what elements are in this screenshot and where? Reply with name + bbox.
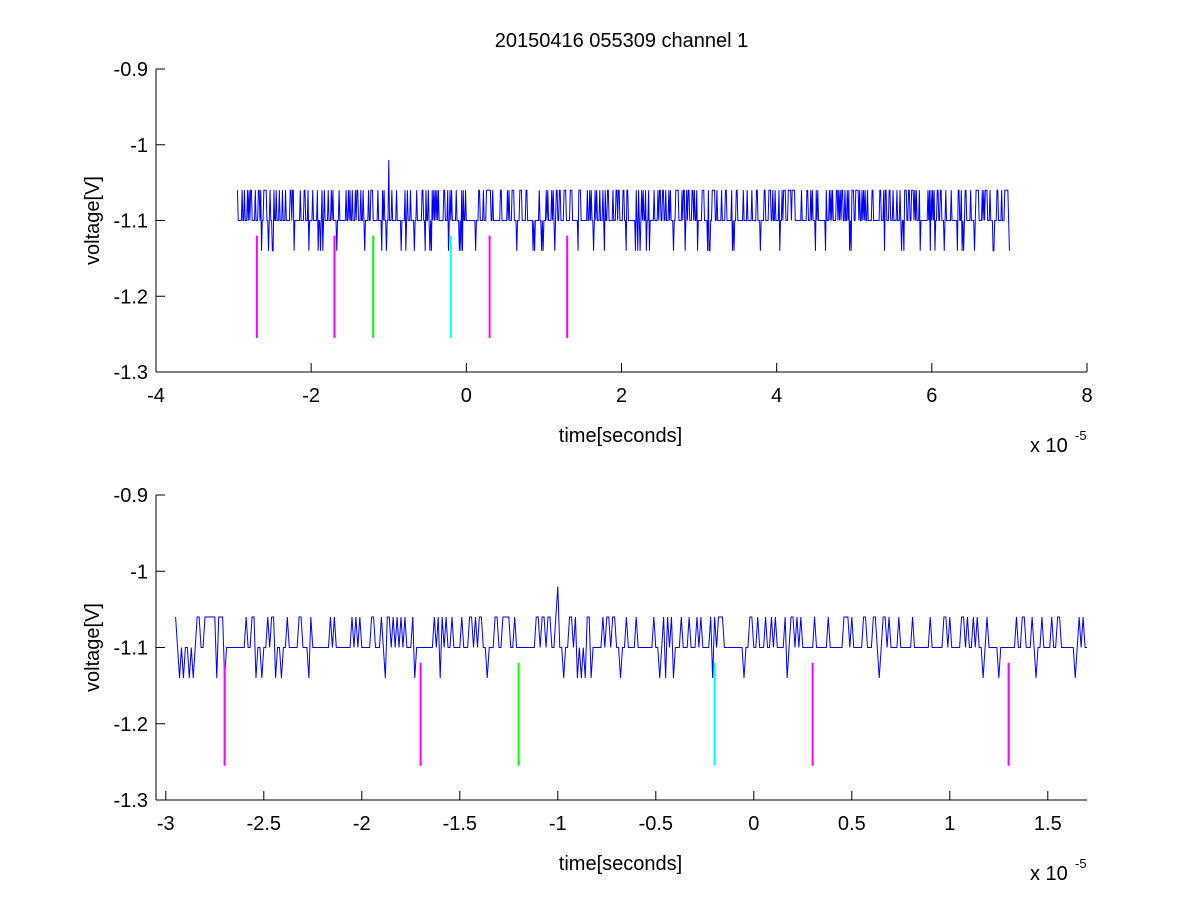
y-tick-label: -1.1 xyxy=(114,211,148,233)
y-axis-label: voltage[V] xyxy=(82,603,104,692)
x-tick-label: -4 xyxy=(147,385,165,407)
x-exponent: -5 xyxy=(1075,856,1087,871)
x-axis-label: time[seconds] xyxy=(559,853,682,875)
x-tick-label: 0.5 xyxy=(838,813,866,835)
x-multiplier: x 10 xyxy=(1030,863,1068,885)
x-tick-label: 0 xyxy=(748,813,759,835)
y-tick-label: -1 xyxy=(130,561,148,583)
chart-top: 20150416 055309 channel 1 -4 -2 0 2 4 6 8 -1.3 -1… xyxy=(82,30,1093,457)
x-tick-label: 2 xyxy=(616,385,627,407)
x-multiplier: x 10 xyxy=(1030,435,1068,457)
y-tick-label: -1.2 xyxy=(114,714,148,736)
y-tick-label: -0.9 xyxy=(114,485,148,507)
x-tick-label: -0.5 xyxy=(639,813,673,835)
y-axis-label: voltage[V] xyxy=(82,176,104,265)
y-tick-label: -1.1 xyxy=(114,638,148,660)
x-tick-label: -1 xyxy=(549,813,567,835)
x-tick-label: -2.5 xyxy=(247,813,281,835)
x-tick-label: -1.5 xyxy=(443,813,477,835)
series-trace xyxy=(236,159,1010,252)
x-tick-label: -3 xyxy=(157,813,175,835)
y-tick-label: -1.2 xyxy=(114,286,148,308)
x-tick-label: 1.5 xyxy=(1034,813,1062,835)
x-tick-label: 0 xyxy=(461,385,472,407)
y-tick-label: -1 xyxy=(130,135,148,157)
chart-title: 20150416 055309 channel 1 xyxy=(495,30,749,52)
y-tick-label: -1.3 xyxy=(114,790,148,812)
y-tick-label: -0.9 xyxy=(114,59,148,81)
x-tick-label: 1 xyxy=(944,813,955,835)
x-tick-label: 6 xyxy=(926,385,937,407)
x-axis-label: time[seconds] xyxy=(559,425,682,447)
series-trace xyxy=(175,586,1087,679)
x-exponent: -5 xyxy=(1075,428,1087,443)
x-tick-label: 8 xyxy=(1081,385,1092,407)
chart-bottom: -3 -2.5 -2 -1.5 -1 -0.5 0 0.5 1 1.5 -1.3 -1.2 -1.1 -1… xyxy=(82,485,1087,885)
y-tick-label: -1.3 xyxy=(114,362,148,384)
x-tick-label: 4 xyxy=(771,385,782,407)
x-tick-label: -2 xyxy=(302,385,320,407)
x-tick-label: -2 xyxy=(353,813,371,835)
